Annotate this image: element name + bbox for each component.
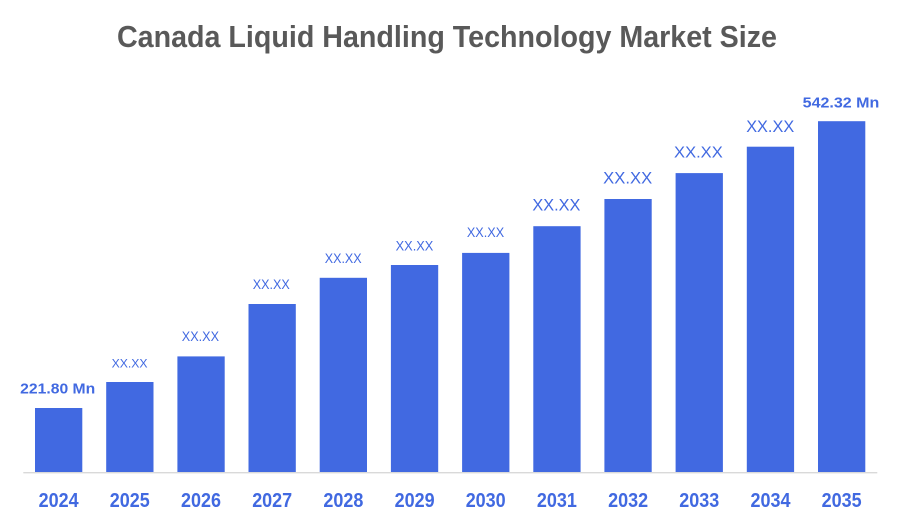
svg-text:XX.XX: XX.XX — [112, 357, 148, 371]
svg-text:XX.XX: XX.XX — [467, 225, 504, 240]
svg-text:221.80 Mn: 221.80 Mn — [20, 382, 95, 398]
svg-text:2027: 2027 — [252, 490, 292, 512]
svg-text:XX.XX: XX.XX — [603, 170, 652, 188]
svg-text:Canada Liquid Handling Technol: Canada Liquid Handling Technology Market… — [117, 20, 777, 54]
svg-text:XX.XX: XX.XX — [325, 251, 362, 266]
svg-text:XX.XX: XX.XX — [182, 329, 219, 344]
svg-text:2034: 2034 — [751, 490, 792, 512]
svg-text:2031: 2031 — [537, 490, 577, 512]
svg-text:2035: 2035 — [822, 490, 862, 512]
svg-text:XX.XX: XX.XX — [746, 118, 794, 136]
svg-text:2033: 2033 — [679, 490, 719, 512]
svg-text:542.32 Mn: 542.32 Mn — [803, 95, 880, 111]
svg-text:XX.XX: XX.XX — [253, 277, 290, 292]
svg-text:2024: 2024 — [39, 490, 80, 512]
svg-text:2025: 2025 — [110, 490, 150, 512]
svg-text:2028: 2028 — [323, 490, 363, 512]
svg-text:XX.XX: XX.XX — [396, 238, 434, 253]
svg-text:2026: 2026 — [181, 490, 221, 512]
svg-text:XX.XX: XX.XX — [674, 144, 723, 161]
svg-text:2030: 2030 — [466, 490, 506, 512]
svg-text:2032: 2032 — [608, 490, 648, 512]
svg-text:2029: 2029 — [395, 490, 435, 512]
svg-text:XX.XX: XX.XX — [532, 195, 580, 214]
